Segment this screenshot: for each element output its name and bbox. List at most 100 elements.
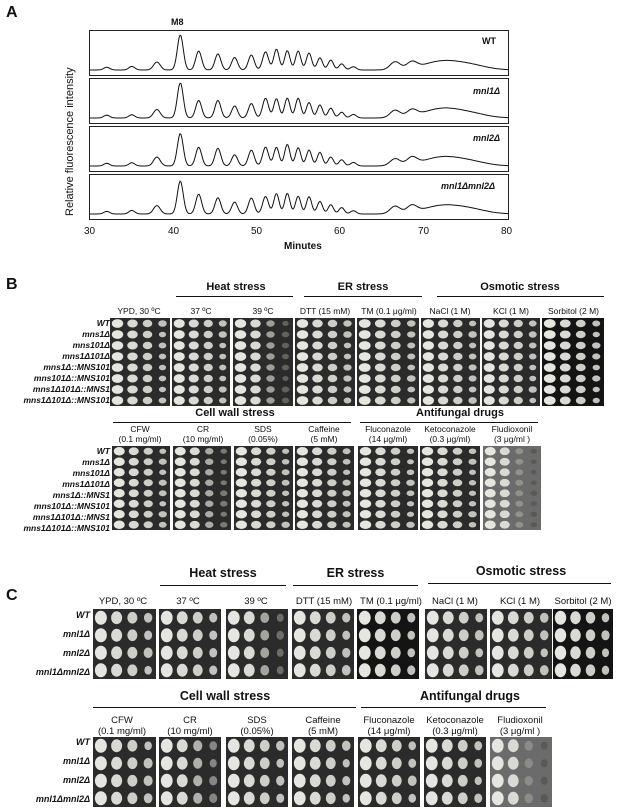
colony-spot [421,499,434,508]
c-cond-dtt: DTT (15 mM) [295,596,353,607]
colony-spot [358,319,371,328]
colony-spot [523,629,534,642]
colony-spot [127,629,138,642]
colony-spot [575,385,586,394]
b-plate-tm [357,318,419,406]
colony-spots [358,446,418,530]
colony-spots [292,609,354,679]
colony-spot [484,499,496,508]
colony-spot [458,611,469,624]
colony-spot [113,499,125,508]
colony-spot [543,374,556,383]
colony-spot [375,468,386,477]
colony-spot [281,386,290,393]
colony-spot [375,457,386,466]
colony-spot [266,397,275,404]
colony-spot [390,396,401,405]
colony-spot [592,386,600,393]
colony-spot [559,352,571,361]
colony-spot [407,459,414,465]
colony-spot [425,773,438,788]
strain-label: mns1Δ [82,329,110,339]
colony-spot [327,458,337,466]
colony-spot [143,458,153,466]
colony-spot [422,341,434,350]
colony-spot [524,793,533,804]
colony-spot [498,341,509,350]
colony-spot [341,740,351,751]
colony-spot [421,457,434,466]
colony-spot [390,341,401,350]
b-group-cellwall: Cell wall stress [195,407,275,419]
colony-spot [358,396,371,405]
colony-spot [235,468,247,477]
colony-spot [540,776,548,785]
colony-spot [94,628,107,643]
colony-spots [357,318,419,406]
strain-label: mns101Δ [72,340,110,350]
colony-spot [243,739,255,753]
colony-spot [205,500,214,507]
colony-spot [375,447,386,456]
colony-spot [559,363,571,372]
trace-label-wt: WT [482,36,496,46]
colony-spot [144,741,152,751]
colony-spot [359,489,372,498]
colony-spot [111,739,123,753]
colony-spot [585,664,596,677]
colony-spot [575,363,586,372]
colony-spot [94,738,107,753]
b-plate-dtt [295,318,355,406]
colony-spot [266,468,276,476]
colony-spot [227,628,240,643]
colony-spot [390,629,401,642]
colony-spot [374,646,386,660]
colony-spot [234,385,247,394]
panel-c-letter: C [6,587,18,604]
colony-spot [188,374,199,383]
colony-spot [437,447,448,456]
colony-spot [483,363,495,372]
colony-spot [113,468,125,477]
colony-spot [189,499,200,508]
colony-spot [266,458,276,466]
c-rule-cellwall [93,707,356,708]
strain-label: mns1Δ101Δ [62,351,110,361]
b-plate-kcl [482,318,540,406]
colony-spot [174,478,186,487]
colony-spot [507,611,519,625]
colony-spot [111,341,124,350]
colony-spot [484,478,496,487]
b-plate-ypd [110,318,170,406]
colony-spot [559,374,571,383]
colony-spots [358,737,420,807]
c-group-antifungal: Antifungal drugs [420,689,520,703]
colony-spot [281,342,290,349]
colony-spot [250,385,261,394]
m8-peak-label: M8 [171,17,184,27]
b-cond-tm: TM (0.1 μg/ml) [361,306,417,316]
c-cond-ketoconazole: Ketoconazole (0.3 μg/ml) [426,715,484,737]
colony-spot [342,793,350,803]
colony-spot [281,469,290,476]
colony-spot [309,628,321,642]
colony-spots [159,737,221,807]
colony-spot [203,385,213,394]
colony-spot [390,479,401,487]
b-group-er: ER stress [337,281,389,293]
colony-spot [570,611,581,625]
colony-spot [457,792,468,805]
colony-spot [390,646,401,659]
colony-spot [159,501,167,507]
colony-spot [220,480,227,486]
colony-spot [327,396,338,405]
c-cond-37: 37 ºC [176,596,200,607]
colony-spots [93,609,156,679]
colony-spot [311,468,323,477]
colony-spot [374,319,386,328]
colony-spot [575,330,586,339]
colony-spot [189,468,200,477]
colony-spot [173,319,185,328]
colony-spot [111,385,124,394]
colony-spot [342,647,351,658]
